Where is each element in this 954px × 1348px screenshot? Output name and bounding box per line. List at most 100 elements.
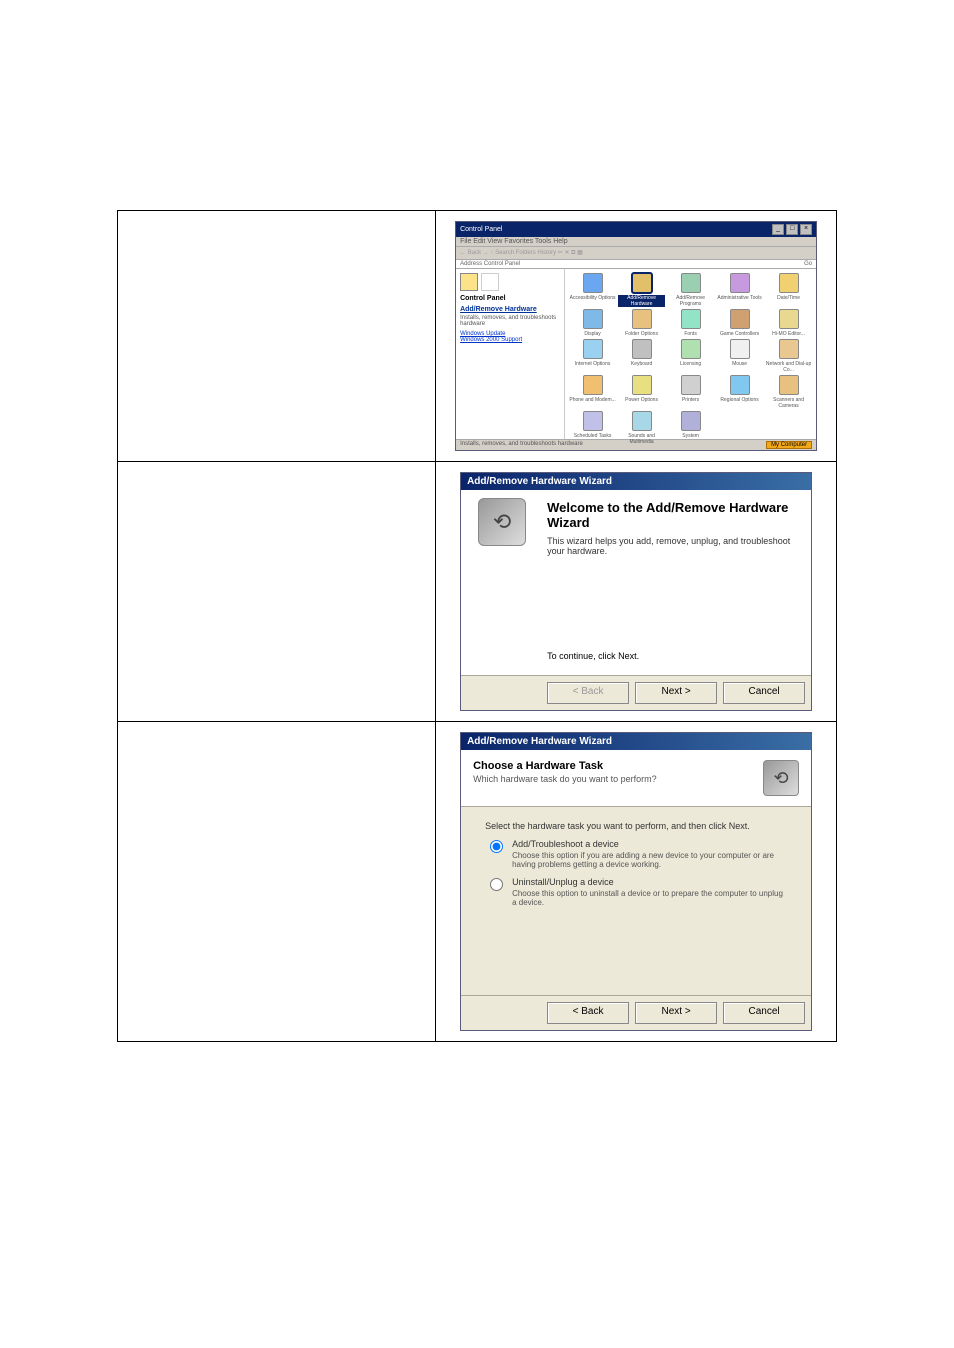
wizard-titlebar: Add/Remove Hardware Wizard xyxy=(461,733,811,750)
item-icon xyxy=(632,375,652,395)
control-panel-item[interactable]: Internet Options xyxy=(569,339,616,373)
item-label: Administrative Tools xyxy=(716,295,763,301)
minimize-button[interactable]: _ xyxy=(772,224,784,235)
control-panel-icon xyxy=(460,273,478,291)
radio-add-troubleshoot[interactable] xyxy=(490,840,503,853)
option-description: Choose this option if you are adding a n… xyxy=(512,851,787,869)
control-panel-sidebar: Control Panel Add/Remove Hardware Instal… xyxy=(456,269,565,439)
item-icon xyxy=(730,339,750,359)
item-label: Date/Time xyxy=(765,295,812,301)
go-button[interactable]: Go xyxy=(804,261,812,267)
address-bar[interactable]: Address Control Panel Go xyxy=(456,260,816,269)
item-label: Scheduled Tasks xyxy=(569,433,616,439)
option-label: Add/Troubleshoot a device xyxy=(512,839,619,849)
control-panel-item[interactable]: Power Options xyxy=(618,375,665,409)
item-label: Scanners and Cameras xyxy=(765,397,812,409)
item-icon xyxy=(681,339,701,359)
item-icon xyxy=(583,309,603,329)
control-panel-item[interactable]: Administrative Tools xyxy=(716,273,763,307)
item-icon xyxy=(779,309,799,329)
wizard-continue-text: To continue, click Next. xyxy=(547,651,797,669)
status-left: Installs, removes, and troubleshoots har… xyxy=(460,441,583,449)
toolbar[interactable]: ← Back → ↑ Search Folders History ✂ ✕ ⧉ … xyxy=(456,247,816,260)
control-panel-item[interactable]: Display xyxy=(569,309,616,337)
side-title: Control Panel xyxy=(460,295,560,302)
item-label: Folder Options xyxy=(618,331,665,337)
item-icon xyxy=(583,411,603,431)
wizard-subheading: Which hardware task do you want to perfo… xyxy=(473,774,657,784)
control-panel-item[interactable]: Date/Time xyxy=(765,273,812,307)
item-label: Keyboard xyxy=(618,361,665,367)
control-panel-item[interactable]: System xyxy=(667,411,714,445)
control-panel-item[interactable]: Add/Remove Programs xyxy=(667,273,714,307)
status-right: My Computer xyxy=(766,441,812,449)
next-button[interactable]: Next > xyxy=(635,682,717,704)
control-panel-item[interactable]: Sounds and Multimedia xyxy=(618,411,665,445)
item-icon xyxy=(681,411,701,431)
control-panel-item[interactable]: Regional Options xyxy=(716,375,763,409)
menubar[interactable]: File Edit View Favorites Tools Help xyxy=(456,237,816,247)
control-panel-item[interactable]: Hi-MO Editor... xyxy=(765,309,812,337)
control-panel-item[interactable]: Licensing xyxy=(667,339,714,373)
layout-table: Control Panel _ □ × File Edit View Favor… xyxy=(117,210,837,1042)
control-panel-item[interactable]: Scheduled Tasks xyxy=(569,411,616,445)
back-button[interactable]: < Back xyxy=(547,1002,629,1024)
option-add-troubleshoot[interactable]: Add/Troubleshoot a device Choose this op… xyxy=(485,839,787,869)
item-label: Regional Options xyxy=(716,397,763,403)
control-panel-item[interactable]: Add/Remove Hardware xyxy=(618,273,665,307)
empty-cell xyxy=(118,722,436,1042)
wizard-button-bar: < Back Next > Cancel xyxy=(461,675,811,710)
item-label: Phone and Modem... xyxy=(569,397,616,403)
side-selected-desc: Installs, removes, and troubleshoots har… xyxy=(460,315,560,327)
wizard-heading: Choose a Hardware Task xyxy=(473,760,657,772)
item-label: System xyxy=(667,433,714,439)
wizard-titlebar: Add/Remove Hardware Wizard xyxy=(461,473,811,490)
item-icon xyxy=(779,375,799,395)
control-panel-item[interactable]: Folder Options xyxy=(618,309,665,337)
item-icon xyxy=(730,309,750,329)
control-panel-window: Control Panel _ □ × File Edit View Favor… xyxy=(455,221,817,451)
empty-cell xyxy=(118,462,436,722)
item-icon xyxy=(681,309,701,329)
wizard-heading: Welcome to the Add/Remove Hardware Wizar… xyxy=(547,500,797,530)
wizard-window: Add/Remove Hardware Wizard Choose a Hard… xyxy=(460,732,812,1031)
item-icon xyxy=(681,273,701,293)
cancel-button[interactable]: Cancel xyxy=(723,1002,805,1024)
close-button[interactable]: × xyxy=(800,224,812,235)
item-label: Mouse xyxy=(716,361,763,367)
option-uninstall-unplug[interactable]: Uninstall/Unplug a device Choose this op… xyxy=(485,877,787,907)
wizard-button-bar: < Back Next > Cancel xyxy=(461,995,811,1030)
screenshot-control-panel: Control Panel _ □ × File Edit View Favor… xyxy=(436,211,837,462)
hardware-wizard-icon xyxy=(763,760,799,796)
item-label: Display xyxy=(569,331,616,337)
control-panel-item[interactable]: Printers xyxy=(667,375,714,409)
control-panel-item[interactable]: Accessibility Options xyxy=(569,273,616,307)
item-label: Printers xyxy=(667,397,714,403)
item-label: Add/Remove Programs xyxy=(667,295,714,307)
control-panel-item[interactable]: Fonts xyxy=(667,309,714,337)
item-icon xyxy=(779,339,799,359)
radio-uninstall-unplug[interactable] xyxy=(490,878,503,891)
item-label: Hi-MO Editor... xyxy=(765,331,812,337)
item-icon xyxy=(730,273,750,293)
wizard-description: This wizard helps you add, remove, unplu… xyxy=(547,536,797,556)
hardware-wizard-icon xyxy=(478,498,526,546)
control-panel-item[interactable]: Phone and Modem... xyxy=(569,375,616,409)
folder-icon xyxy=(481,273,499,291)
back-button: < Back xyxy=(547,682,629,704)
control-panel-item[interactable]: Keyboard xyxy=(618,339,665,373)
next-button[interactable]: Next > xyxy=(635,1002,717,1024)
maximize-button[interactable]: □ xyxy=(786,224,798,235)
item-label: Game Controllers xyxy=(716,331,763,337)
wizard-graphic-panel xyxy=(461,490,543,675)
item-label: Power Options xyxy=(618,397,665,403)
control-panel-item[interactable]: Mouse xyxy=(716,339,763,373)
control-panel-item[interactable]: Scanners and Cameras xyxy=(765,375,812,409)
control-panel-item[interactable]: Game Controllers xyxy=(716,309,763,337)
windows-support-link[interactable]: Windows 2000 Support xyxy=(460,337,560,343)
item-icon xyxy=(632,411,652,431)
item-icon xyxy=(779,273,799,293)
screenshot-wizard-task: Add/Remove Hardware Wizard Choose a Hard… xyxy=(436,722,837,1042)
control-panel-item[interactable]: Network and Dial-up Co... xyxy=(765,339,812,373)
cancel-button[interactable]: Cancel xyxy=(723,682,805,704)
